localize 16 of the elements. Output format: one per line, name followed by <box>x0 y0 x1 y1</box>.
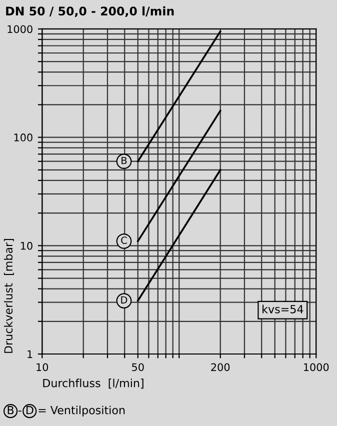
y-tick-label: 100 <box>14 134 32 142</box>
y-tick-label: 1000 <box>8 25 32 34</box>
x-axis-title: Durchfluss [l/min] <box>43 378 144 389</box>
x-tick-label: 1000 <box>304 363 329 372</box>
y-axis-title: Druckverlust [mbar] <box>4 239 14 353</box>
series-label: B <box>122 156 127 164</box>
y-tick-label: 1 <box>28 350 32 358</box>
x-tick-label: 10 <box>36 363 48 372</box>
x-tick-label: 50 <box>132 363 144 372</box>
text: B - D = Ventilposition <box>8 406 125 416</box>
series-label: C <box>121 236 127 244</box>
chart-title: DN 50 / 50,0 - 200,0 l/min <box>6 6 174 18</box>
x-tick-label: 200 <box>211 363 230 372</box>
annotation: kvs=54 <box>262 304 304 314</box>
y-tick-label: 10 <box>20 242 32 250</box>
series-label: D <box>121 296 128 304</box>
